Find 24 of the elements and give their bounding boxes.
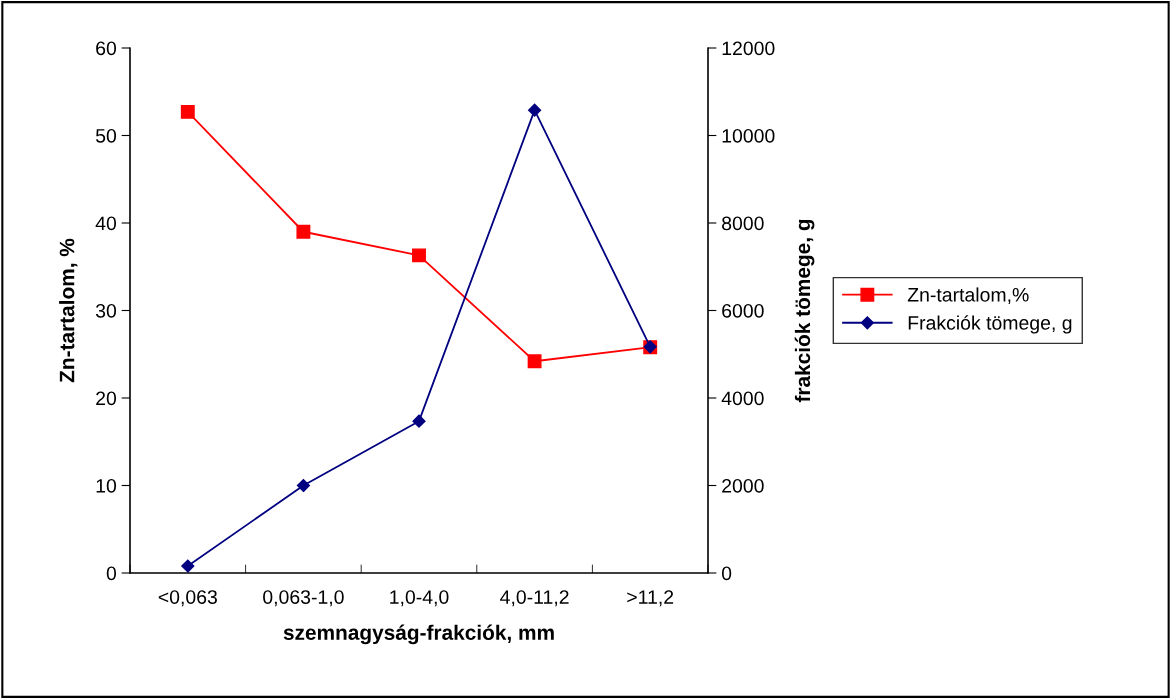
x-tick-label: >11,2 [627, 590, 674, 607]
y-tick-label: 20 [96, 391, 117, 406]
x-tick-label: 1,0-4,0 [390, 590, 449, 607]
y2-tick-label: 0 [721, 566, 732, 581]
x-tick-label: 4,0-11,2 [500, 590, 569, 607]
y-tick-label: 0 [106, 566, 117, 581]
y-tick-label: 30 [95, 303, 117, 318]
y2-tick-label: 8000 [722, 216, 764, 231]
y2-tick-label: 2000 [722, 478, 764, 493]
x-tick-label: <0,063 [158, 590, 217, 607]
y-tick-label: 60 [96, 41, 117, 56]
y2-tick-label: 4000 [721, 391, 764, 406]
legend-label: Zn-tartalom,% [907, 287, 1029, 304]
y-tick-label: 50 [95, 128, 117, 143]
x-axis-title: szemnagyság-frakciók, mm [283, 624, 554, 645]
y-tick-label: 40 [95, 216, 117, 231]
y2-axis-title: frakciók tömege, g [794, 219, 815, 403]
x-tick-label: 0,063-1,0 [263, 590, 344, 607]
y-axis-title: Zn-tartalom, % [59, 238, 78, 383]
y2-tick-label: 10000 [722, 128, 775, 143]
legend-label: Frakciók tömege, g [908, 315, 1072, 334]
y2-tick-label: 12000 [722, 41, 775, 56]
y2-tick-label: 6000 [722, 303, 764, 318]
y-tick-label: 10 [96, 478, 117, 493]
